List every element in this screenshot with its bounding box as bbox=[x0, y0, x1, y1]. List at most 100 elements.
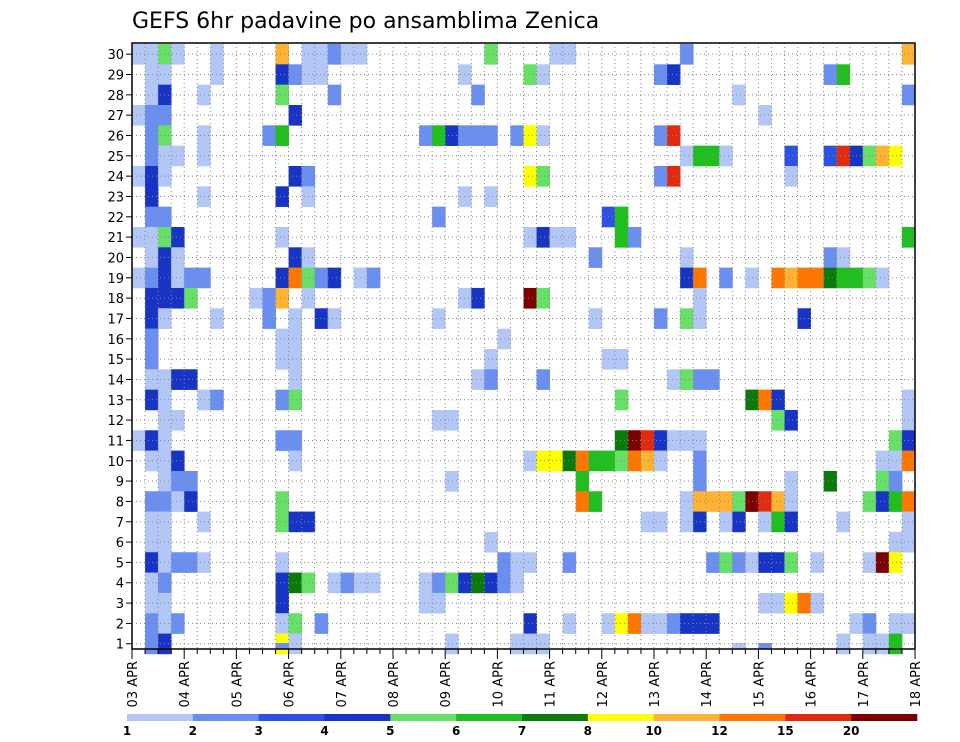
precip-cell bbox=[523, 125, 537, 146]
precip-cell bbox=[680, 308, 694, 329]
colorbar: 1 2 3 4 5 6 7 8 10 12 15 20 bbox=[123, 714, 918, 738]
precip-cell bbox=[823, 470, 838, 492]
colorbar-label: 4 bbox=[320, 724, 328, 738]
precip-cell bbox=[275, 226, 289, 248]
y-tick-label: 26 bbox=[107, 129, 124, 144]
precip-cell bbox=[693, 491, 707, 512]
precip-cell bbox=[484, 125, 498, 146]
precip-cell bbox=[145, 267, 159, 289]
precip-cell bbox=[197, 84, 211, 106]
precip-cell bbox=[693, 287, 707, 309]
precip-cell bbox=[145, 165, 159, 187]
precip-cell bbox=[327, 267, 342, 289]
precip-cell bbox=[197, 511, 211, 533]
precip-cell bbox=[275, 389, 289, 411]
x-tick-label: 03 APR bbox=[126, 661, 141, 707]
y-tick-label: 27 bbox=[107, 109, 124, 124]
precip-cell bbox=[340, 44, 355, 65]
precip-cell bbox=[171, 267, 185, 289]
precip-cell bbox=[536, 633, 550, 655]
precip-cell bbox=[145, 511, 159, 533]
y-tick-label: 24 bbox=[107, 170, 124, 185]
precip-cell bbox=[523, 226, 537, 248]
precip-cell bbox=[145, 572, 159, 594]
precip-cell bbox=[562, 613, 577, 634]
precip-cell bbox=[288, 511, 303, 533]
y-tick-label: 14 bbox=[107, 373, 124, 388]
dotted-grid bbox=[132, 43, 915, 649]
precip-cell bbox=[171, 247, 185, 268]
precip-cell bbox=[145, 206, 159, 228]
precip-cell bbox=[210, 64, 224, 85]
precip-cell bbox=[145, 287, 159, 309]
precip-cell bbox=[836, 247, 851, 268]
y-axis: 1234567891011121314151617181920212223242… bbox=[107, 48, 132, 653]
y-tick-label: 19 bbox=[107, 272, 124, 287]
y-tick-label: 17 bbox=[107, 312, 124, 327]
precip-cell bbox=[419, 572, 433, 594]
x-tick-label: 07 APR bbox=[335, 661, 350, 707]
precip-cell bbox=[823, 247, 838, 268]
precip-cell bbox=[314, 64, 329, 85]
precip-cell bbox=[275, 643, 289, 650]
colorbar-label: 3 bbox=[254, 724, 262, 738]
precip-cell bbox=[575, 491, 590, 512]
precip-cell bbox=[784, 552, 798, 573]
precip-cell bbox=[693, 613, 707, 634]
precip-cell bbox=[614, 206, 629, 228]
precip-cell bbox=[210, 44, 224, 65]
precip-cell bbox=[132, 165, 146, 187]
precip-cell bbox=[627, 430, 642, 451]
precip-cell bbox=[640, 430, 655, 451]
precip-cell bbox=[758, 389, 772, 411]
precip-cell bbox=[327, 308, 342, 329]
precip-cell bbox=[210, 308, 224, 329]
x-tick-label: 12 APR bbox=[596, 661, 611, 707]
precip-cell bbox=[432, 125, 446, 146]
precip-cell bbox=[145, 84, 159, 106]
precip-cell bbox=[132, 226, 146, 248]
precip-cell bbox=[758, 552, 772, 573]
precip-cell bbox=[184, 287, 198, 309]
precip-cell bbox=[614, 389, 629, 411]
precip-cell bbox=[275, 572, 289, 594]
y-tick-label: 3 bbox=[116, 597, 124, 612]
colorbar-label: 15 bbox=[777, 724, 794, 738]
precip-cell bbox=[680, 247, 694, 268]
precip-cell bbox=[327, 572, 342, 594]
y-tick-label: 11 bbox=[107, 434, 124, 449]
precip-cell bbox=[210, 389, 224, 411]
precip-cell bbox=[875, 491, 890, 512]
precip-cell bbox=[523, 552, 537, 573]
precip-cell bbox=[145, 491, 159, 512]
precip-cell bbox=[145, 125, 159, 146]
precip-cell bbox=[197, 552, 211, 573]
y-tick-label: 5 bbox=[116, 556, 124, 571]
precip-cell bbox=[275, 267, 289, 289]
y-tick-label: 16 bbox=[107, 333, 124, 348]
colorbar-swatch bbox=[258, 714, 325, 721]
precip-cell bbox=[732, 491, 746, 512]
precip-cell bbox=[875, 145, 890, 167]
precip-cell bbox=[197, 389, 211, 411]
precip-cell bbox=[693, 470, 707, 492]
y-tick-label: 23 bbox=[107, 190, 124, 205]
precip-cell bbox=[171, 613, 185, 634]
precip-cell bbox=[145, 247, 159, 268]
precip-cell bbox=[588, 491, 603, 512]
x-tick-label: 18 APR bbox=[909, 661, 924, 707]
precip-cell bbox=[523, 633, 537, 655]
precip-cell bbox=[836, 145, 851, 167]
precip-cell bbox=[275, 511, 289, 533]
y-tick-label: 10 bbox=[107, 455, 124, 470]
precip-cell bbox=[314, 267, 329, 289]
precip-cell bbox=[784, 267, 798, 289]
precip-cell bbox=[275, 491, 289, 512]
precip-cell bbox=[366, 572, 381, 594]
precip-cell bbox=[184, 470, 198, 492]
precip-cell bbox=[667, 125, 681, 146]
precip-cell bbox=[197, 125, 211, 146]
precip-cell bbox=[836, 267, 851, 289]
precip-cell bbox=[288, 104, 303, 126]
precip-cell bbox=[184, 267, 198, 289]
